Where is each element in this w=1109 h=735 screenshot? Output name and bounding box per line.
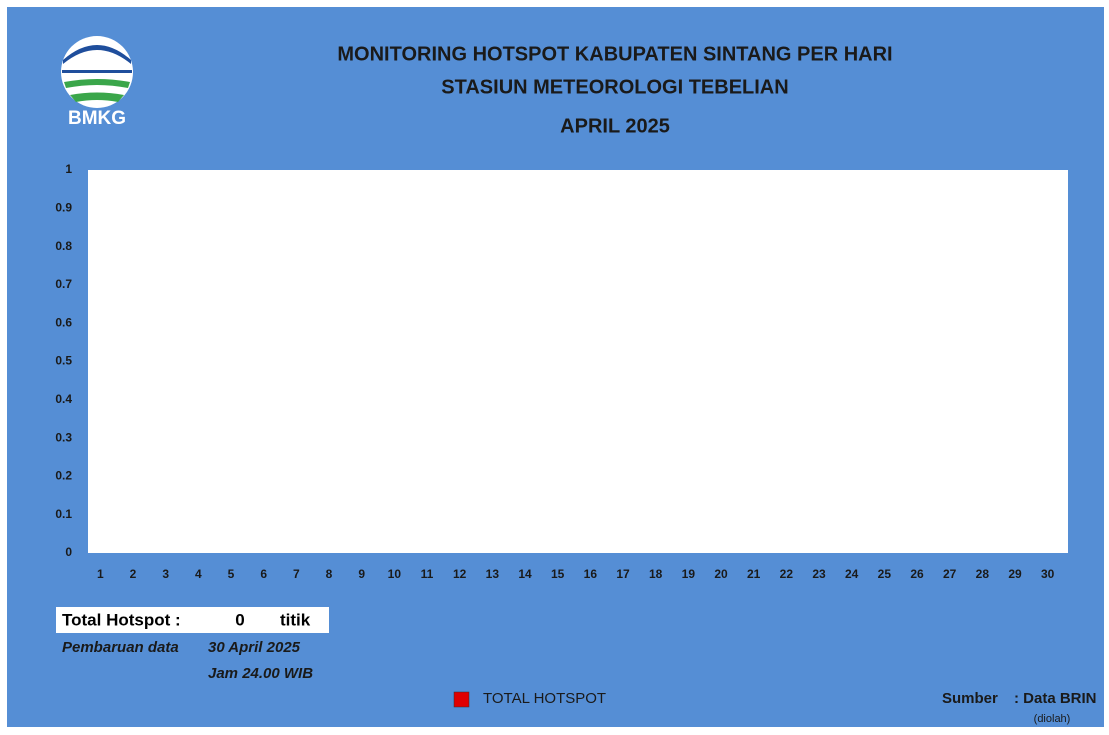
y-tick-label: 0 [65, 545, 72, 559]
data-label: 0 [97, 529, 104, 543]
data-label: 0 [489, 529, 496, 543]
y-tick-label: 0.9 [55, 200, 72, 214]
x-tick-label: 20 [714, 567, 728, 581]
summary-box [56, 607, 329, 633]
x-tick-label: 7 [293, 567, 300, 581]
data-label: 0 [816, 529, 823, 543]
data-label: 0 [685, 529, 692, 543]
source-note: (diolah) [1034, 713, 1071, 725]
update-time: Jam 24.00 WIB [208, 665, 313, 682]
legend-label: TOTAL HOTSPOT [483, 690, 606, 707]
logo: BMKG [61, 36, 133, 129]
data-label: 0 [881, 529, 888, 543]
data-label: 0 [587, 529, 594, 543]
data-label: 0 [130, 529, 137, 543]
source-value: : Data BRIN [1014, 690, 1097, 707]
x-tick-label: 18 [649, 567, 663, 581]
summary-label: Total Hotspot : [62, 610, 181, 629]
x-tick-label: 10 [388, 567, 402, 581]
data-label: 0 [195, 529, 202, 543]
source-label: Sumber [942, 690, 998, 707]
y-tick-label: 0.6 [55, 315, 72, 329]
x-tick-label: 15 [551, 567, 565, 581]
legend-swatch [453, 691, 470, 708]
x-tick-label: 1 [97, 567, 104, 581]
x-tick-label: 8 [326, 567, 333, 581]
data-label: 0 [326, 529, 333, 543]
logo-text: BMKG [68, 108, 126, 129]
data-label: 0 [162, 529, 169, 543]
x-tick-label: 30 [1041, 567, 1055, 581]
y-tick-label: 0.7 [55, 277, 72, 291]
x-tick-label: 6 [260, 567, 267, 581]
x-tick-label: 13 [486, 567, 500, 581]
x-tick-label: 28 [976, 567, 990, 581]
data-label: 0 [260, 529, 267, 543]
data-label: 0 [522, 529, 529, 543]
chart-subtitle: STASIUN METEOROLOGI TEBELIAN [441, 76, 788, 98]
x-tick-label: 26 [910, 567, 924, 581]
data-label: 0 [783, 529, 790, 543]
x-tick-label: 11 [421, 567, 434, 581]
data-label: 0 [914, 529, 921, 543]
data-label: 0 [391, 529, 398, 543]
x-tick-label: 9 [358, 567, 365, 581]
x-tick-label: 16 [584, 567, 598, 581]
chart-period: APRIL 2025 [560, 115, 670, 137]
x-tick-label: 14 [518, 567, 532, 581]
data-label: 0 [424, 529, 431, 543]
data-label: 0 [554, 529, 561, 543]
data-label: 0 [358, 529, 365, 543]
data-label: 0 [848, 529, 855, 543]
y-tick-label: 0.2 [55, 469, 72, 483]
y-tick-label: 0.5 [55, 354, 72, 368]
x-tick-label: 12 [453, 567, 467, 581]
update-label: Pembaruan data [62, 639, 179, 656]
x-tick-label: 5 [228, 567, 235, 581]
x-tick-label: 3 [162, 567, 169, 581]
x-tick-label: 22 [780, 567, 794, 581]
x-tick-label: 21 [747, 567, 761, 581]
update-date: 30 April 2025 [208, 639, 301, 656]
x-tick-label: 23 [812, 567, 826, 581]
y-tick-label: 0.1 [55, 507, 72, 521]
data-label: 0 [1044, 529, 1051, 543]
data-label: 0 [293, 529, 300, 543]
data-label: 0 [946, 529, 953, 543]
x-tick-label: 29 [1008, 567, 1022, 581]
plot-area [88, 170, 1068, 553]
x-tick-label: 19 [682, 567, 696, 581]
chart-title: MONITORING HOTSPOT KABUPATEN SINTANG PER… [337, 43, 892, 65]
data-label: 0 [456, 529, 463, 543]
y-tick-label: 0.3 [55, 430, 72, 444]
data-label: 0 [1012, 529, 1019, 543]
data-label: 0 [652, 529, 659, 543]
y-tick-label: 0.8 [55, 239, 72, 253]
y-tick-label: 0.4 [55, 392, 72, 406]
y-tick-label: 1 [65, 162, 72, 176]
x-tick-label: 17 [616, 567, 630, 581]
x-tick-label: 4 [195, 567, 202, 581]
data-label: 0 [718, 529, 725, 543]
summary-value: 0 [235, 610, 244, 629]
x-tick-label: 25 [878, 567, 892, 581]
x-tick-label: 27 [943, 567, 957, 581]
data-label: 0 [979, 529, 986, 543]
data-label: 0 [228, 529, 235, 543]
x-tick-label: 2 [130, 567, 137, 581]
data-label: 0 [750, 529, 757, 543]
data-label: 0 [620, 529, 627, 543]
summary-unit: titik [280, 610, 311, 629]
x-tick-label: 24 [845, 567, 859, 581]
